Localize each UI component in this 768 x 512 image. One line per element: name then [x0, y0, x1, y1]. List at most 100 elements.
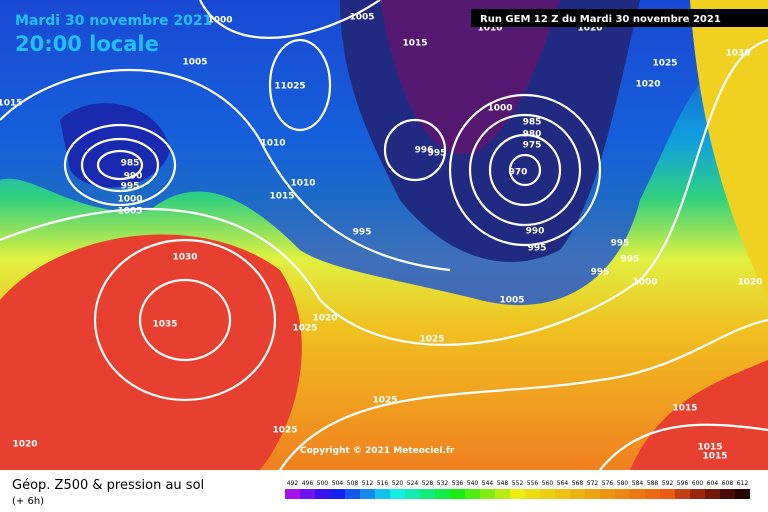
- scale-label: 500: [317, 480, 329, 487]
- isobar-label: 985: [523, 118, 542, 128]
- scale-swatch: [510, 489, 525, 499]
- isobar-label: 995: [528, 244, 547, 254]
- scale-swatch: [705, 489, 720, 499]
- scale-swatch: [450, 489, 465, 499]
- scale-label: 520: [392, 480, 404, 487]
- isobar-label: 1015: [697, 443, 722, 453]
- scale-swatch: [675, 489, 690, 499]
- isobar-label: 995: [621, 255, 640, 265]
- isobar-label: 1030: [172, 253, 197, 263]
- scale-swatch: [495, 489, 510, 499]
- isobar-label: 995: [121, 182, 140, 192]
- run-info: Run GEM 12 Z du Mardi 30 novembre 2021: [480, 14, 721, 25]
- scale-label: 544: [482, 480, 494, 487]
- scale-label: 556: [527, 480, 539, 487]
- scale-swatch: [585, 489, 600, 499]
- scale-label: 552: [512, 480, 524, 487]
- legend-step: (+ 6h): [12, 496, 44, 507]
- isobar-label: 1020: [737, 278, 762, 288]
- isobar-label: 996: [415, 146, 434, 156]
- isobar-label: 1020: [635, 80, 660, 90]
- scale-swatch: [600, 489, 615, 499]
- isobar-label: 1015: [269, 192, 294, 202]
- scale-label: 584: [632, 480, 644, 487]
- scale-swatch: [330, 489, 345, 499]
- scale-label: 492: [287, 480, 299, 487]
- scale-label: 608: [722, 480, 734, 487]
- scale-swatch: [735, 489, 750, 499]
- isobar-label: 985: [121, 159, 140, 169]
- isobar-label: 1035: [152, 320, 177, 330]
- scale-swatch: [435, 489, 450, 499]
- scale-label: 560: [542, 480, 554, 487]
- scale-label: 580: [617, 480, 629, 487]
- isobar-label: 995: [428, 149, 447, 159]
- isobar-label: 1000: [207, 16, 232, 26]
- scale-label: 540: [467, 480, 479, 487]
- isobar-label: 980: [523, 130, 542, 140]
- isobar-label: 1015: [672, 404, 697, 414]
- isobar-label: 1020: [312, 314, 337, 324]
- isobar-label: 995: [611, 239, 630, 249]
- scale-swatch: [375, 489, 390, 499]
- scale-swatch: [630, 489, 645, 499]
- scale-label: 504: [332, 480, 344, 487]
- scale-label: 596: [677, 480, 689, 487]
- scale-swatch: [390, 489, 405, 499]
- scale-label: 536: [452, 480, 464, 487]
- scale-swatch: [315, 489, 330, 499]
- isobar-label: 1000: [632, 278, 657, 288]
- isobar-label: 1005: [349, 13, 374, 23]
- isobar-label: 1010: [290, 179, 315, 189]
- isobar-label: 1030: [725, 49, 750, 59]
- scale-label: 588: [647, 480, 659, 487]
- scale-label: 572: [587, 480, 599, 487]
- scale-swatch: [525, 489, 540, 499]
- scale-swatch: [420, 489, 435, 499]
- isobar-label: 1025: [372, 396, 397, 406]
- isobar-label: 1015: [702, 452, 727, 462]
- scale-label: 604: [707, 480, 719, 487]
- copyright: Copyright © 2021 Meteociel.fr: [300, 446, 455, 456]
- scale-label: 568: [572, 480, 584, 487]
- scale-swatch: [300, 489, 315, 499]
- scale-swatch: [540, 489, 555, 499]
- scale-swatch: [480, 489, 495, 499]
- scale-swatch: [645, 489, 660, 499]
- scale-label: 600: [692, 480, 704, 487]
- z500-ridge: [0, 234, 302, 470]
- scale-swatch: [660, 489, 675, 499]
- scale-label: 548: [497, 480, 509, 487]
- isobars: [0, 0, 768, 470]
- scale-swatch: [285, 489, 300, 499]
- isobar-label: 990: [526, 227, 545, 237]
- isobar-label: 995: [591, 268, 610, 278]
- isobar-label: 11025: [274, 82, 305, 92]
- isobar-label: 1015: [402, 39, 427, 49]
- legend-title: Géop. Z500 & pression au sol: [12, 478, 204, 493]
- isobar-label: 1025: [419, 335, 444, 345]
- z500-core: [380, 0, 560, 155]
- scale-label: 512: [362, 480, 374, 487]
- run-box: [471, 9, 768, 27]
- isobar-label: 1025: [272, 426, 297, 436]
- isobar-label: 970: [509, 168, 528, 178]
- scale-label: 516: [377, 480, 389, 487]
- isobar-label: 990: [124, 172, 143, 182]
- scale-label: 524: [407, 480, 419, 487]
- isobar-label: 975: [523, 141, 542, 151]
- scale-swatch: [615, 489, 630, 499]
- time: 20:00 locale: [15, 32, 159, 56]
- isobar-label: 995: [353, 228, 372, 238]
- isobar-label: 1005: [499, 296, 524, 306]
- scale-swatch: [690, 489, 705, 499]
- z500-east: [690, 0, 768, 300]
- isobar-label: 1000: [117, 195, 142, 205]
- isobar-label: 1015: [0, 99, 23, 109]
- scale-swatch: [405, 489, 420, 499]
- scale-swatch: [555, 489, 570, 499]
- isobar-label: 1005: [182, 58, 207, 68]
- z500-ridge-east: [630, 360, 768, 470]
- scale-label: 564: [557, 480, 569, 487]
- scale-label: 612: [737, 480, 749, 487]
